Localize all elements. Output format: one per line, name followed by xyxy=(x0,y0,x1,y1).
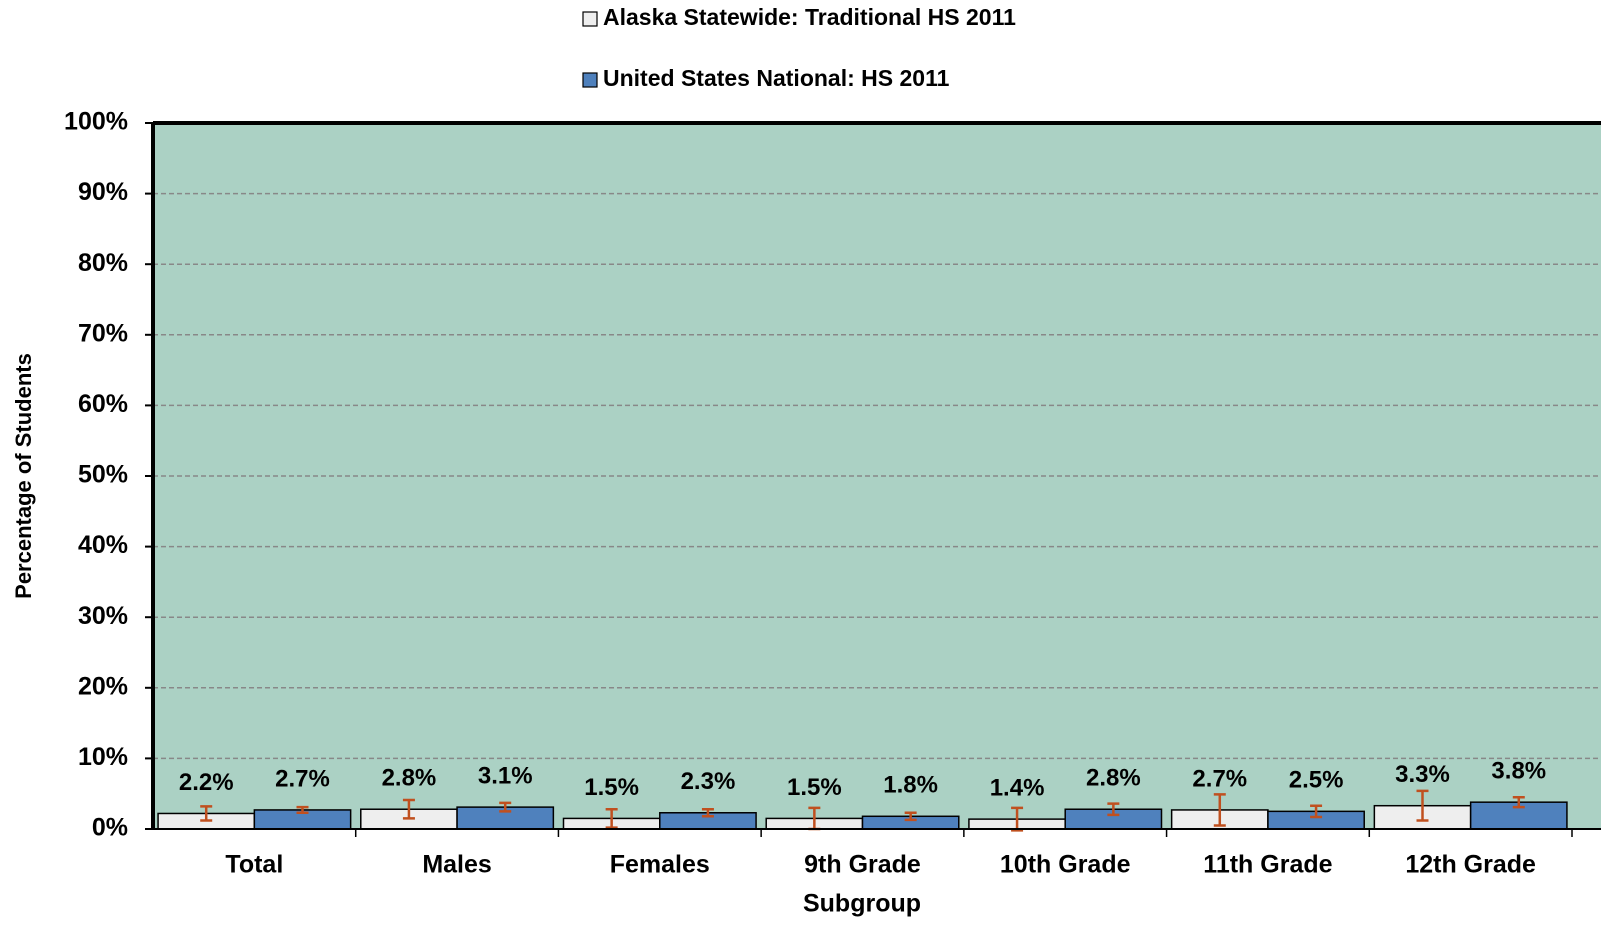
data-label: 2.3% xyxy=(681,768,736,795)
y-tick-label: 90% xyxy=(78,178,128,206)
error-bar xyxy=(200,805,213,822)
y-tick-label: 20% xyxy=(78,672,128,700)
x-axis-title: Subgroup xyxy=(803,890,921,918)
x-tick-label: Males xyxy=(422,851,491,879)
y-tick-label: 60% xyxy=(78,390,128,418)
data-label: 2.7% xyxy=(1192,765,1247,792)
error-bar xyxy=(402,798,415,820)
error-bar xyxy=(1512,795,1525,809)
data-label: 3.1% xyxy=(478,762,533,789)
error-bar xyxy=(1416,789,1429,822)
y-tick-label: 0% xyxy=(92,814,128,842)
y-tick-label: 50% xyxy=(78,461,128,489)
error-bar xyxy=(1011,806,1024,832)
x-tick-label: Total xyxy=(225,851,283,879)
y-tick-label: 70% xyxy=(78,319,128,347)
error-bar xyxy=(1107,802,1120,817)
y-tick-label: 30% xyxy=(78,602,128,630)
data-label: 3.3% xyxy=(1395,761,1450,788)
data-label: 1.8% xyxy=(883,772,938,799)
data-label: 1.4% xyxy=(990,774,1045,801)
x-tick-label: 12th Grade xyxy=(1405,851,1536,879)
legend-swatch xyxy=(582,11,598,27)
data-label: 2.7% xyxy=(275,765,330,792)
data-label: 3.8% xyxy=(1491,758,1546,785)
data-label: 2.8% xyxy=(1086,765,1141,792)
error-bar xyxy=(296,805,309,815)
data-label: 2.5% xyxy=(1289,767,1344,794)
legend-swatch xyxy=(582,72,598,88)
error-bar xyxy=(904,811,917,822)
error-bar xyxy=(605,807,618,829)
data-label: 2.8% xyxy=(382,765,437,792)
x-tick-label: 9th Grade xyxy=(804,851,921,879)
y-tick-label: 80% xyxy=(78,249,128,277)
error-bar xyxy=(701,807,714,818)
error-bar xyxy=(1213,793,1226,827)
y-tick-label: 10% xyxy=(78,743,128,771)
legend-label: United States National: HS 2011 xyxy=(603,65,950,91)
x-tick-label: Females xyxy=(610,851,710,879)
legend-label: Alaska Statewide: Traditional HS 2011 xyxy=(603,4,1016,30)
x-tick-label: 11th Grade xyxy=(1203,851,1332,879)
x-tick-label: 10th Grade xyxy=(1000,851,1131,879)
error-bar xyxy=(1310,804,1323,819)
error-bar xyxy=(499,801,512,813)
data-label: 2.2% xyxy=(179,769,234,796)
y-axis-title: Percentage of Students xyxy=(11,353,36,599)
data-label: 1.5% xyxy=(584,774,639,801)
y-tick-label: 100% xyxy=(64,108,128,136)
y-tick-label: 40% xyxy=(78,531,128,559)
data-label: 1.5% xyxy=(787,774,842,801)
